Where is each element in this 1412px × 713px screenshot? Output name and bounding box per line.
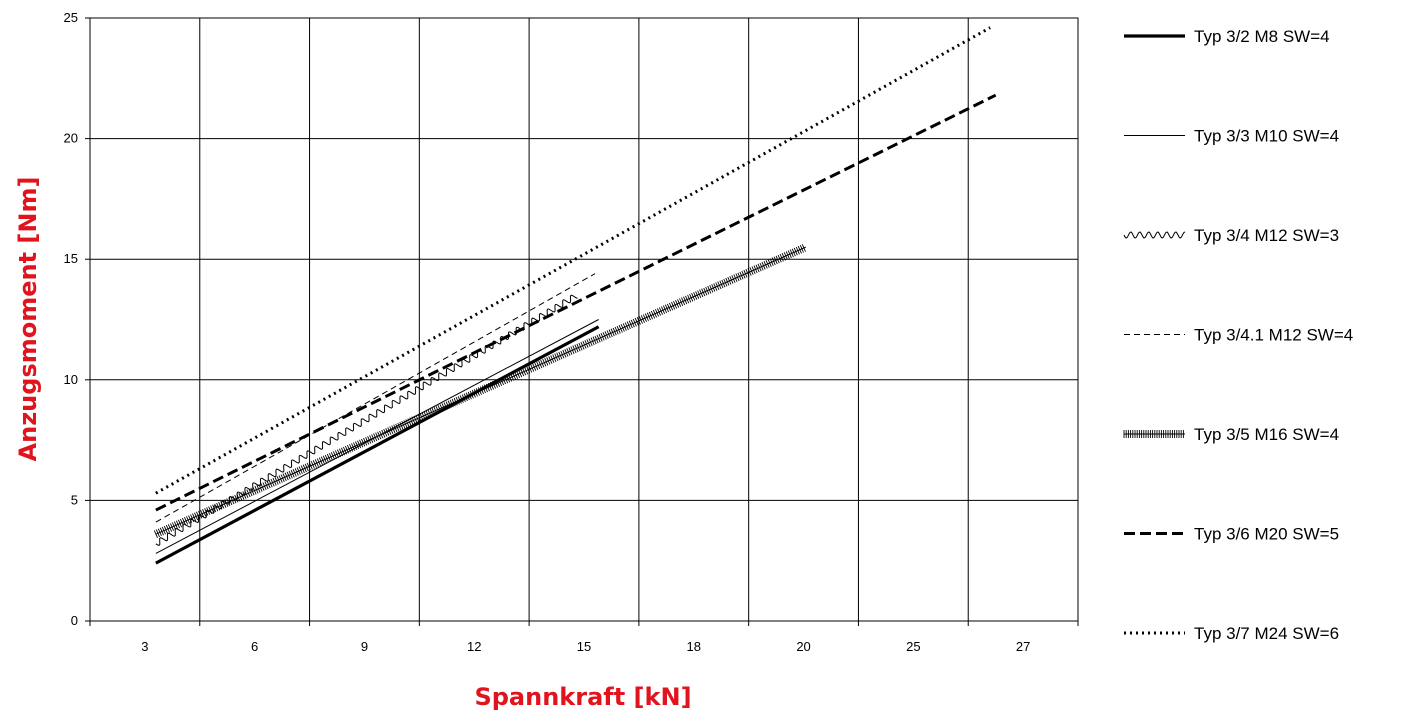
x-tick-label: 9 xyxy=(361,639,368,654)
legend: Typ 3/2 M8 SW=4 Typ 3/3 M10 SW=4 Typ 3/4 M… xyxy=(1123,27,1353,643)
x-tick-label: 18 xyxy=(687,639,701,654)
legend-label: Typ 3/2 M8 SW=4 xyxy=(1194,27,1330,46)
y-tick-label: 10 xyxy=(64,372,78,387)
series-line xyxy=(155,93,997,512)
series-lines xyxy=(153,26,997,565)
legend-item: Typ 3/7 M24 SW=6 xyxy=(1124,624,1339,643)
plot-border xyxy=(89,17,1079,622)
x-tick-label: 25 xyxy=(906,639,920,654)
legend-label: Typ 3/4.1 M12 SW=4 xyxy=(1194,326,1353,345)
series-line xyxy=(155,325,600,565)
y-tick-label: 25 xyxy=(64,10,78,25)
x-tick-label: 27 xyxy=(1016,639,1030,654)
legend-swatch xyxy=(1123,430,1185,438)
x-tick-label: 12 xyxy=(467,639,481,654)
legend-item: Typ 3/4 M12 SW=3 xyxy=(1123,226,1339,245)
y-tick-label: 0 xyxy=(71,613,78,628)
legend-item: Typ 3/6 M20 SW=5 xyxy=(1124,525,1339,544)
y-tick-label: 15 xyxy=(64,251,78,266)
x-tick-label: 3 xyxy=(141,639,148,654)
x-tick-label: 15 xyxy=(577,639,591,654)
y-axis-title: Anzugsmoment [Nm] xyxy=(14,177,42,462)
x-axis-title: Spannkraft [kN] xyxy=(474,683,691,711)
legend-label: Typ 3/5 M16 SW=4 xyxy=(1194,425,1339,444)
y-axis-tick-labels: 0 5 10 15 20 25 xyxy=(64,10,78,628)
legend-swatch xyxy=(1123,231,1186,239)
plot-area xyxy=(89,17,1079,622)
series-line xyxy=(155,273,596,523)
x-axis-tick-labels: 3 6 9 12 15 18 20 25 27 xyxy=(141,639,1030,654)
legend-item: Typ 3/2 M8 SW=4 xyxy=(1124,27,1330,46)
series-line xyxy=(155,26,991,495)
series-line xyxy=(153,244,806,538)
legend-label: Typ 3/6 M20 SW=5 xyxy=(1194,525,1339,544)
y-tick-label: 20 xyxy=(64,131,78,146)
x-tick-label: 20 xyxy=(796,639,810,654)
x-tick-label: 6 xyxy=(251,639,258,654)
legend-item: Typ 3/5 M16 SW=4 xyxy=(1123,425,1339,444)
y-tick-label: 5 xyxy=(71,492,78,507)
legend-label: Typ 3/4 M12 SW=3 xyxy=(1194,226,1339,245)
legend-label: Typ 3/7 M24 SW=6 xyxy=(1194,624,1339,643)
legend-item: Typ 3/3 M10 SW=4 xyxy=(1124,127,1339,146)
grid xyxy=(85,17,1079,626)
legend-label: Typ 3/3 M10 SW=4 xyxy=(1194,127,1339,146)
legend-item: Typ 3/4.1 M12 SW=4 xyxy=(1124,326,1353,345)
